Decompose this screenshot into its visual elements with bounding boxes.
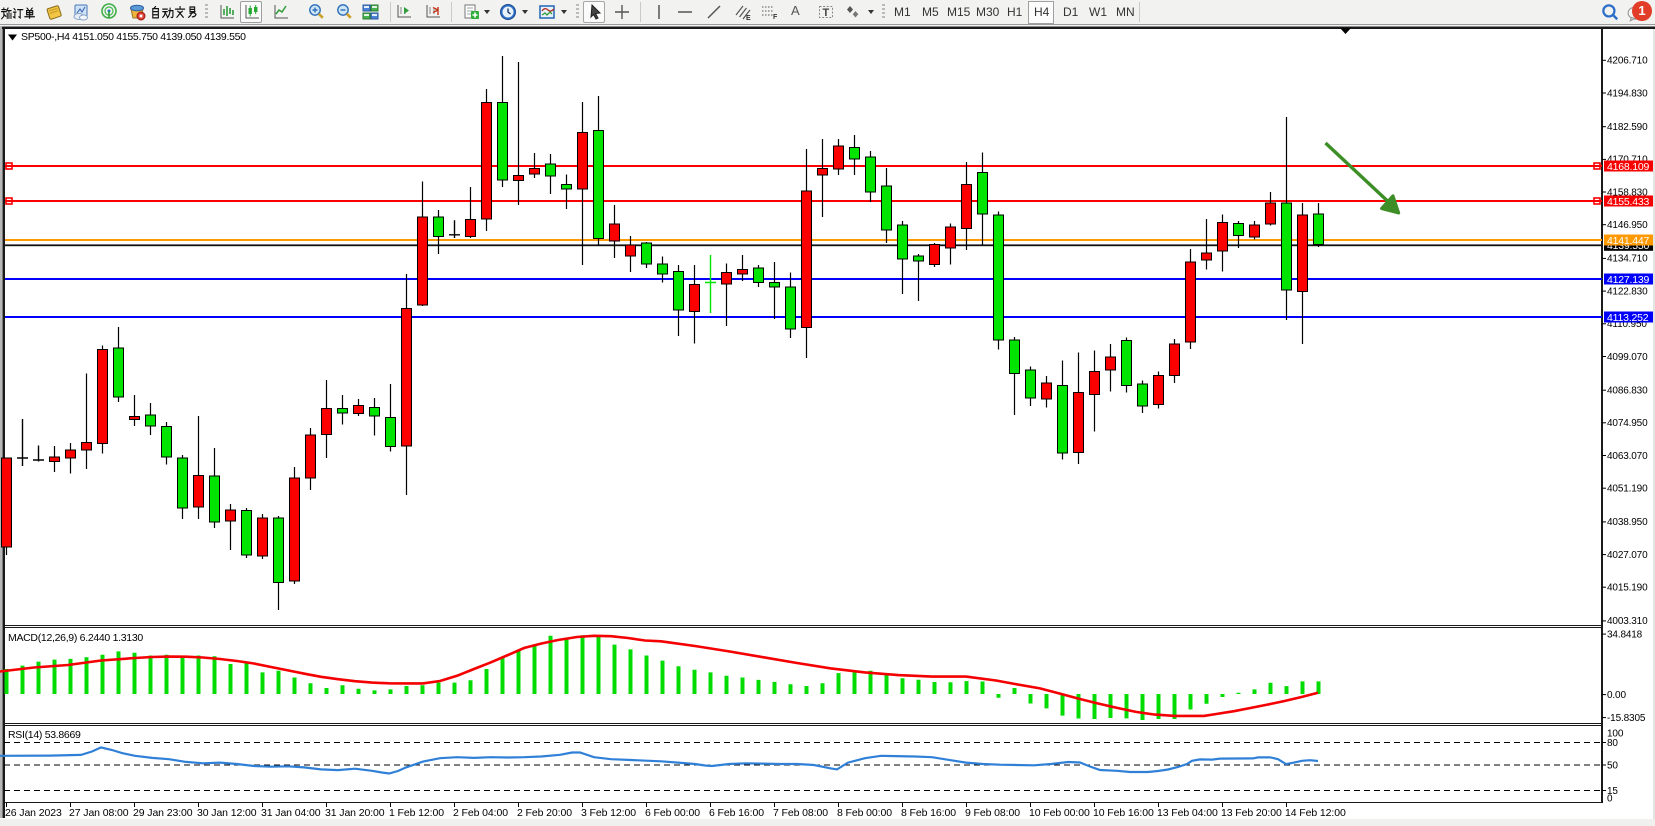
svg-text:31 Jan 20:00: 31 Jan 20:00 xyxy=(325,807,385,819)
svg-text:4051.190: 4051.190 xyxy=(1607,484,1648,495)
svg-text:4127.139: 4127.139 xyxy=(1607,274,1650,286)
svg-text:4146.950: 4146.950 xyxy=(1607,220,1648,231)
svg-text:80: 80 xyxy=(1607,738,1618,749)
svg-text:4074.950: 4074.950 xyxy=(1607,418,1648,429)
svg-text:15: 15 xyxy=(1607,786,1618,797)
svg-text:-15.8305: -15.8305 xyxy=(1607,713,1646,724)
svg-text:4158.830: 4158.830 xyxy=(1607,187,1648,198)
svg-text:26 Jan 2023: 26 Jan 2023 xyxy=(5,807,62,819)
svg-text:10 Feb 00:00: 10 Feb 00:00 xyxy=(1029,807,1090,819)
svg-text:4113.252: 4113.252 xyxy=(1607,312,1649,324)
svg-text:4099.070: 4099.070 xyxy=(1607,352,1648,363)
svg-text:6 Feb 16:00: 6 Feb 16:00 xyxy=(709,807,764,819)
svg-text:50: 50 xyxy=(1607,760,1618,771)
svg-text:8 Feb 00:00: 8 Feb 00:00 xyxy=(837,807,892,819)
svg-text:31 Jan 04:00: 31 Jan 04:00 xyxy=(261,807,321,819)
svg-text:29 Jan 23:00: 29 Jan 23:00 xyxy=(133,807,193,819)
svg-text:2 Feb 20:00: 2 Feb 20:00 xyxy=(517,807,572,819)
svg-text:SP500-,H4 4151.050 4155.750 4: SP500-,H4 4151.050 4155.750 4139.050 413… xyxy=(21,31,246,43)
svg-text:6 Feb 00:00: 6 Feb 00:00 xyxy=(645,807,700,819)
svg-text:9 Feb 08:00: 9 Feb 08:00 xyxy=(965,807,1020,819)
svg-text:4063.070: 4063.070 xyxy=(1607,451,1648,462)
svg-text:4141.447: 4141.447 xyxy=(1607,235,1650,247)
svg-text:MACD(12,26,9) 6.2440 1.3130: MACD(12,26,9) 6.2440 1.3130 xyxy=(8,632,143,644)
svg-text:34.8418: 34.8418 xyxy=(1607,629,1643,640)
svg-text:4134.710: 4134.710 xyxy=(1607,254,1648,265)
svg-text:4194.830: 4194.830 xyxy=(1607,88,1648,99)
svg-text:0.00: 0.00 xyxy=(1607,690,1626,701)
svg-text:4038.950: 4038.950 xyxy=(1607,517,1648,528)
svg-text:30 Jan 12:00: 30 Jan 12:00 xyxy=(197,807,257,819)
svg-text:14 Feb 12:00: 14 Feb 12:00 xyxy=(1285,807,1346,819)
svg-text:13 Feb 04:00: 13 Feb 04:00 xyxy=(1157,807,1218,819)
svg-text:4086.830: 4086.830 xyxy=(1607,386,1648,397)
svg-text:7 Feb 08:00: 7 Feb 08:00 xyxy=(773,807,828,819)
svg-text:13 Feb 20:00: 13 Feb 20:00 xyxy=(1221,807,1282,819)
svg-text:4155.433: 4155.433 xyxy=(1607,196,1650,208)
svg-text:2 Feb 04:00: 2 Feb 04:00 xyxy=(453,807,508,819)
svg-text:0: 0 xyxy=(1607,793,1613,804)
svg-text:4168.109: 4168.109 xyxy=(1607,161,1650,173)
svg-text:8 Feb 16:00: 8 Feb 16:00 xyxy=(901,807,956,819)
svg-text:4206.710: 4206.710 xyxy=(1607,56,1648,67)
svg-text:4110.950: 4110.950 xyxy=(1607,319,1647,330)
svg-text:4027.070: 4027.070 xyxy=(1607,550,1648,561)
svg-text:E: E xyxy=(746,15,751,21)
svg-text:4182.590: 4182.590 xyxy=(1607,122,1648,133)
svg-text:4003.310: 4003.310 xyxy=(1607,616,1648,627)
svg-text:F: F xyxy=(773,14,778,21)
svg-text:T: T xyxy=(823,7,830,19)
svg-text:RSI(14) 53.8669: RSI(14) 53.8669 xyxy=(8,729,81,741)
svg-text:3 Feb 12:00: 3 Feb 12:00 xyxy=(581,807,636,819)
svg-text:10 Feb 16:00: 10 Feb 16:00 xyxy=(1093,807,1154,819)
svg-text:4015.190: 4015.190 xyxy=(1607,583,1648,594)
svg-text:27 Jan 08:00: 27 Jan 08:00 xyxy=(69,807,129,819)
svg-text:1 Feb 12:00: 1 Feb 12:00 xyxy=(389,807,444,819)
svg-text:100: 100 xyxy=(1607,728,1624,739)
svg-text:4122.830: 4122.830 xyxy=(1607,286,1648,297)
svg-text:4170.710: 4170.710 xyxy=(1607,155,1648,166)
